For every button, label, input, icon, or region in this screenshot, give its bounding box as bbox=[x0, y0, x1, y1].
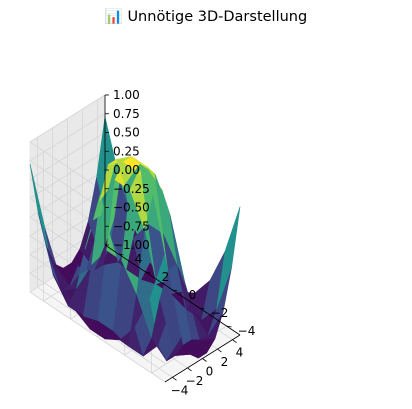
surface bbox=[29, 116, 241, 362]
z-tick-label: 0.00 bbox=[113, 163, 140, 177]
grid-line-z-back bbox=[29, 94, 106, 143]
x-tick-mark bbox=[172, 376, 177, 381]
z-tick-label: 1.00 bbox=[113, 88, 140, 102]
x-tick-label: 2 bbox=[221, 355, 229, 369]
y-tick-mark bbox=[172, 289, 178, 292]
y-tick-label: 2 bbox=[162, 270, 170, 284]
grid-line-z-back bbox=[29, 150, 106, 199]
grid-line-z-back bbox=[29, 169, 106, 218]
z-tick-label: 0.50 bbox=[113, 126, 140, 140]
x-tick-label: 0 bbox=[206, 365, 214, 379]
z-tick-label: −0.50 bbox=[113, 201, 150, 215]
z-tick-label: −1.00 bbox=[113, 238, 150, 252]
y-tick-label: −4 bbox=[238, 324, 256, 338]
z-tick-label: 0.75 bbox=[113, 107, 140, 121]
x-tick-label: −4 bbox=[171, 383, 189, 397]
grid-line-z-back bbox=[29, 113, 106, 162]
x-tick-mark bbox=[217, 348, 222, 353]
x-tick-mark bbox=[187, 367, 192, 372]
grid-line-z-back bbox=[29, 132, 106, 180]
y-tick-mark bbox=[199, 307, 205, 310]
x-tick-label: 4 bbox=[236, 346, 244, 360]
x-tick-mark bbox=[232, 339, 237, 344]
z-tick-label: −0.75 bbox=[113, 219, 150, 233]
y-tick-label: 0 bbox=[189, 288, 197, 302]
x-tick-mark bbox=[202, 358, 207, 362]
y-tick-label: −2 bbox=[211, 306, 229, 320]
surface-face bbox=[216, 206, 241, 309]
x-tick-label: −2 bbox=[186, 374, 204, 388]
z-tick-label: 0.25 bbox=[113, 144, 140, 158]
z-tick-label: −0.25 bbox=[113, 182, 150, 196]
y-tick-mark bbox=[145, 271, 151, 274]
tick-labels: −4−2024−4−2024−1.00−0.75−0.50−0.250.000.… bbox=[105, 88, 255, 397]
y-tick-label: 4 bbox=[135, 252, 143, 266]
y-tick-mark bbox=[226, 325, 232, 328]
chart-title: 📊 Unnötige 3D-Darstellung bbox=[104, 9, 308, 25]
y-tick-mark bbox=[118, 253, 124, 256]
grid-line-z-left bbox=[29, 291, 166, 383]
